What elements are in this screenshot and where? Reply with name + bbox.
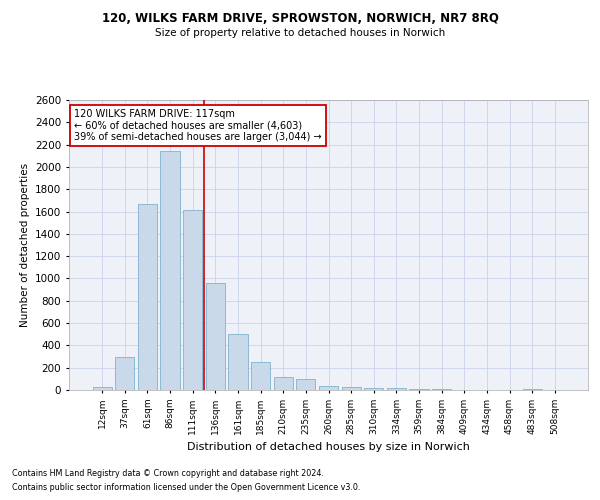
Bar [92,387,112,390]
Bar [115,357,134,390]
Text: 120 WILKS FARM DRIVE: 117sqm
← 60% of detached houses are smaller (4,603)
39% of: 120 WILKS FARM DRIVE: 117sqm ← 60% of de… [74,108,322,142]
Bar [432,389,451,390]
Text: Contains HM Land Registry data © Crown copyright and database right 2024.: Contains HM Land Registry data © Crown c… [12,468,324,477]
Bar [206,283,225,390]
Bar [138,204,157,390]
Text: 120, WILKS FARM DRIVE, SPROWSTON, NORWICH, NR7 8RQ: 120, WILKS FARM DRIVE, SPROWSTON, NORWIC… [101,12,499,26]
Y-axis label: Number of detached properties: Number of detached properties [20,163,29,327]
Text: Contains public sector information licensed under the Open Government Licence v3: Contains public sector information licen… [12,484,361,492]
Bar [364,388,383,390]
Bar [387,388,406,390]
X-axis label: Distribution of detached houses by size in Norwich: Distribution of detached houses by size … [187,442,470,452]
Text: Size of property relative to detached houses in Norwich: Size of property relative to detached ho… [155,28,445,38]
Bar [296,380,316,390]
Bar [341,386,361,390]
Bar [274,377,293,390]
Bar [251,362,270,390]
Bar [183,210,202,390]
Bar [319,386,338,390]
Bar [229,334,248,390]
Bar [523,389,542,390]
Bar [409,389,428,390]
Bar [160,152,180,390]
